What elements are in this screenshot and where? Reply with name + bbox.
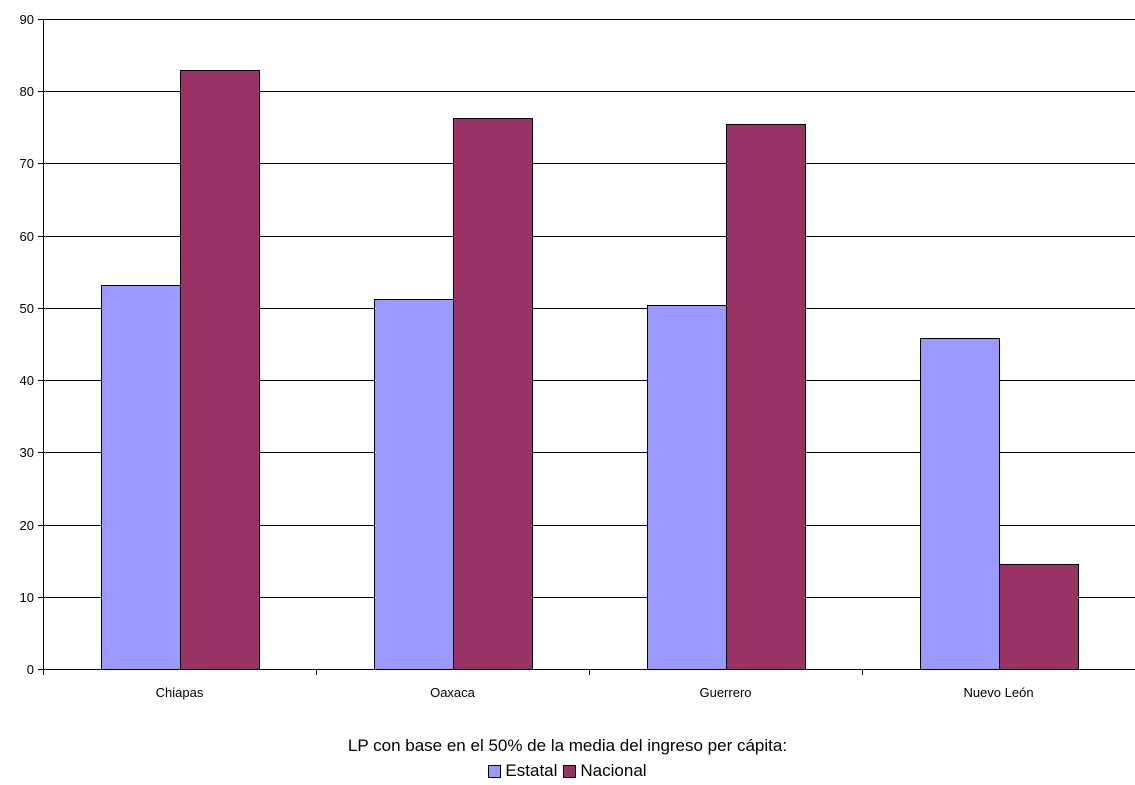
bar-estatal-guerrero	[647, 305, 727, 670]
bar-estatal-nuevo-león	[920, 338, 1000, 670]
y-tick-label: 60	[20, 229, 34, 244]
legend-item-estatal: Estatal	[488, 761, 557, 781]
x-tick-label: Oaxaca	[430, 685, 476, 700]
legend-label-estatal: Estatal	[505, 761, 558, 780]
legend-title: LP con base en el 50% de la media del in…	[347, 736, 788, 755]
legend-item-nacional: Nacional	[563, 761, 647, 781]
x-tick-label: Nuevo León	[963, 685, 1033, 700]
y-tick-label: 10	[20, 590, 34, 605]
legend: Estatal Nacional	[0, 761, 1135, 781]
legend-swatch-estatal	[488, 764, 502, 778]
y-tick-label: 40	[20, 373, 34, 388]
x-tick-label: Guerrero	[699, 685, 751, 700]
bar-nacional-guerrero	[726, 124, 806, 670]
legend-label-nacional: Nacional	[580, 761, 647, 780]
axes	[38, 19, 1135, 675]
y-tick-label: 70	[20, 156, 34, 171]
bar-estatal-chiapas	[101, 285, 181, 670]
y-tick-label: 80	[20, 84, 34, 99]
bar-nacional-nuevo-león	[999, 564, 1079, 670]
legend-swatch-nacional	[563, 764, 577, 778]
bars	[101, 70, 1079, 670]
y-axis-tick-labels: 0 10 20 30 40 50 60 70 80 90	[20, 12, 34, 677]
bar-nacional-chiapas	[180, 70, 260, 670]
x-axis-tick-labels: Chiapas Oaxaca Guerrero Nuevo León	[156, 685, 1034, 700]
bar-chart: 0 10 20 30 40 50 60 70 80 90 Chiapas Oaxaca Guerrer…	[20, 12, 1135, 700]
y-tick-label: 90	[20, 12, 34, 27]
y-tick-label: 0	[27, 662, 34, 677]
y-tick-label: 50	[20, 301, 34, 316]
bar-estatal-oaxaca	[374, 299, 454, 670]
y-tick-label: 30	[20, 445, 34, 460]
y-tick-label: 20	[20, 518, 34, 533]
bar-nacional-oaxaca	[453, 118, 533, 670]
x-tick-label: Chiapas	[156, 685, 204, 700]
